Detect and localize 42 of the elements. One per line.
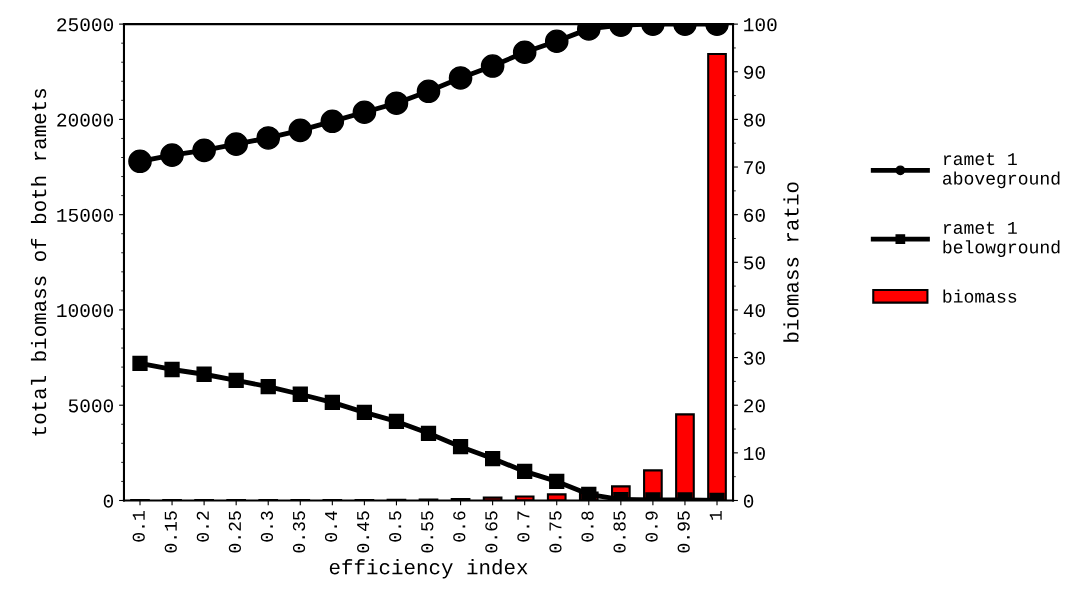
y-tick-label: 0	[103, 494, 114, 508]
x-tick-label: 0.75	[549, 511, 562, 553]
y2-tick-label: 60	[744, 208, 765, 222]
x-tick-label: 0.5	[389, 511, 402, 542]
x-tick-label: 0.85	[613, 511, 626, 553]
x-tick-label: 0.3	[260, 511, 274, 542]
x-tick-label: 0.2	[196, 511, 209, 542]
y2-tick-label: 40	[743, 303, 765, 318]
y-tick-label: 25000	[57, 18, 114, 32]
y-tick-label: 15000	[57, 208, 114, 222]
x-tick-label: 0.35	[292, 511, 306, 553]
x-tick-label: 0.25	[228, 511, 242, 553]
y2-tick-label: 0	[743, 494, 754, 508]
x-tick-label: 0.95	[677, 511, 690, 553]
y2-tick-label: 90	[744, 65, 765, 79]
x-tick-label: 0.65	[485, 511, 498, 553]
y2-tick-label: 30	[743, 351, 765, 365]
legend-label: biomass	[943, 289, 1017, 303]
x-tick-label: 0.1	[132, 511, 145, 542]
legend-label: ramet 1 aboveground	[943, 153, 1060, 189]
x-tick-label: 0.6	[453, 511, 466, 542]
x-axis-title: efficiency index	[329, 559, 528, 579]
y2-axis-title: biomass ratio	[783, 182, 799, 342]
x-tick-label: 0.4	[324, 511, 338, 542]
x-tick-label: 1	[709, 511, 722, 520]
x-tick-label: 0.7	[517, 511, 530, 542]
x-tick-label: 0.15	[164, 511, 177, 553]
x-tick-label: 0.9	[645, 511, 658, 542]
y2-tick-label: 20	[744, 399, 765, 413]
y-tick-label: 10000	[57, 303, 114, 318]
y2-tick-label: 100	[744, 18, 777, 32]
y-tick-label: 5000	[68, 399, 114, 413]
legend-label: ramet 1 belowground	[943, 221, 1060, 257]
y2-tick-label: 10	[744, 446, 765, 461]
x-tick-label: 0.55	[421, 511, 434, 553]
y-tick-label: 20000	[57, 113, 114, 127]
y2-tick-label: 80	[744, 113, 765, 127]
y2-tick-label: 70	[744, 161, 765, 175]
x-tick-label: 0.45	[356, 511, 370, 553]
y2-tick-label: 50	[743, 256, 765, 270]
y-axis-title: total biomass of both ramets	[30, 89, 47, 436]
x-tick-label: 0.8	[581, 511, 594, 542]
